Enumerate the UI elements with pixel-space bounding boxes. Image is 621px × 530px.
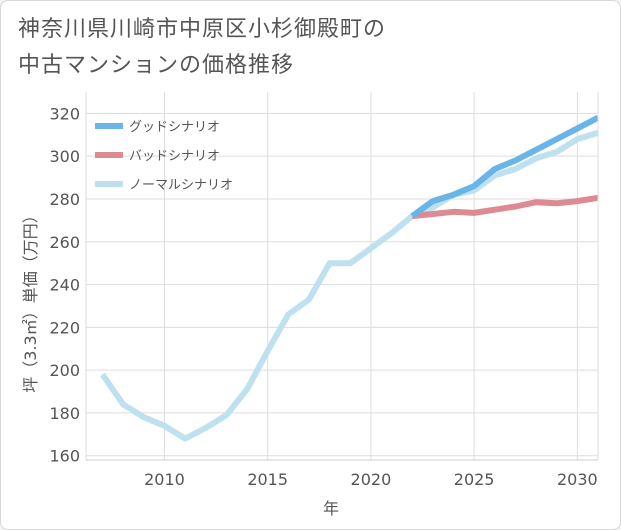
x-tick-label: 2020 <box>351 470 392 489</box>
y-tick-label: 160 <box>49 447 80 466</box>
chart-title-line2: 中古マンションの価格推移 <box>18 53 295 78</box>
series-line-normal <box>100 129 598 442</box>
x-axis-label: 年 <box>323 499 339 518</box>
y-tick-label: 200 <box>49 361 80 380</box>
x-tick-label: 2015 <box>247 470 288 489</box>
y-tick-label: 320 <box>49 104 80 123</box>
series-line-good <box>410 115 598 219</box>
plot-area <box>86 92 598 460</box>
chart-title: 神奈川県川崎市中原区小杉御殿町の 中古マンションの価格推移 <box>18 12 598 84</box>
y-tick-label: 240 <box>49 276 80 295</box>
y-tick-label: 280 <box>49 190 80 209</box>
legend-label: ノーマルシナリオ <box>129 178 233 193</box>
x-tick-label: 2030 <box>557 470 598 489</box>
y-tick-label: 180 <box>49 404 80 423</box>
y-axis-label: 坪（3.3㎡）単価（万円） <box>21 207 40 392</box>
y-tick-label: 300 <box>49 147 80 166</box>
axes: 160 180 200 220 240 260 280 300 320 2010 2015 2020 2… <box>49 92 599 489</box>
grid <box>86 92 598 460</box>
y-tick-label: 220 <box>49 318 80 337</box>
legend-label: バッドシナリオ <box>129 149 220 164</box>
x-tick-label: 2025 <box>454 470 495 489</box>
legend-label: グッドシナリオ <box>129 120 220 135</box>
series-line-bad <box>411 194 598 220</box>
series-group <box>100 115 598 442</box>
x-tick-label: 2010 <box>144 470 185 489</box>
chart-title-line1: 神奈川県川崎市中原区小杉御殿町の <box>18 17 387 42</box>
y-tick-label: 260 <box>49 233 80 252</box>
